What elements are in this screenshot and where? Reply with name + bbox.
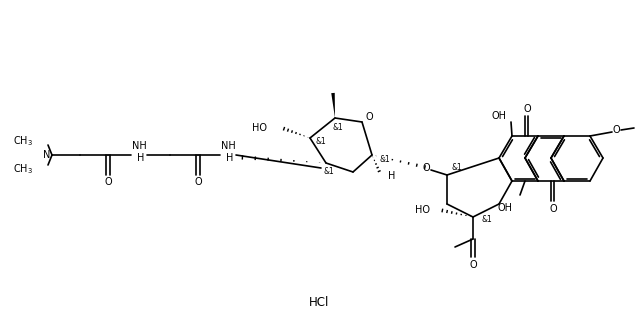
Text: HO: HO [415, 205, 429, 215]
Text: O: O [549, 204, 557, 214]
Text: &1: &1 [332, 124, 343, 133]
Text: O: O [612, 125, 619, 135]
Text: CH$_3$: CH$_3$ [13, 134, 33, 148]
Text: OH: OH [491, 111, 507, 121]
Text: HO: HO [252, 123, 267, 133]
Text: &1: &1 [481, 215, 492, 224]
Text: &1: &1 [316, 136, 327, 146]
Text: O: O [104, 177, 112, 187]
Text: OH: OH [498, 203, 512, 213]
Text: O: O [194, 177, 202, 187]
Text: O: O [469, 260, 477, 270]
Text: O: O [365, 112, 373, 122]
Text: HCl: HCl [309, 296, 329, 309]
Text: &1: &1 [452, 162, 463, 172]
Text: O: O [523, 104, 531, 114]
Text: H: H [388, 171, 396, 181]
Text: N: N [43, 150, 50, 160]
Text: NH: NH [131, 141, 146, 151]
Text: &1: &1 [379, 154, 390, 163]
Text: NH: NH [221, 141, 235, 151]
Polygon shape [331, 93, 335, 118]
Text: O: O [422, 163, 430, 173]
Text: &1: &1 [324, 167, 335, 175]
Text: H: H [137, 153, 145, 163]
Text: CH$_3$: CH$_3$ [13, 162, 33, 176]
Text: H: H [226, 153, 234, 163]
